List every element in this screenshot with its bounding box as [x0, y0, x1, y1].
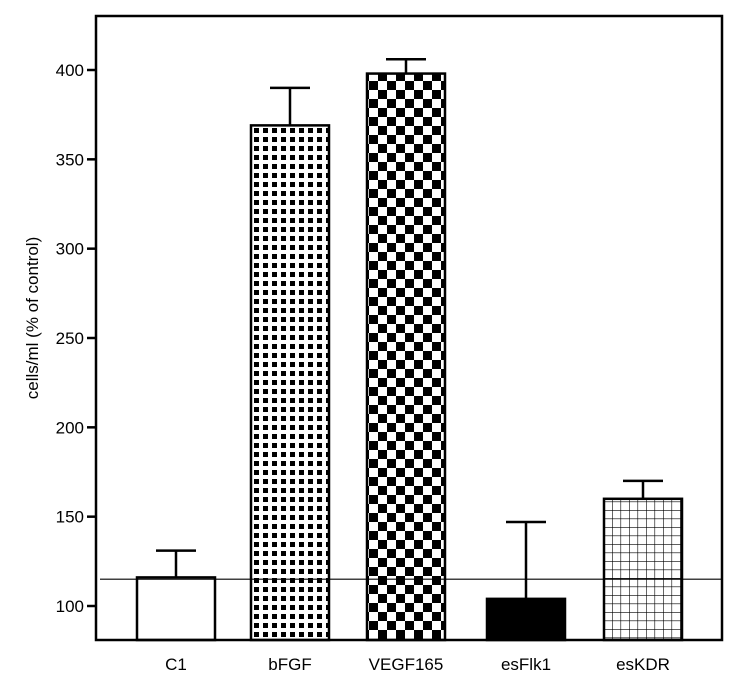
- category-label: bFGF: [268, 655, 311, 674]
- y-tick-label: 250: [56, 329, 84, 348]
- bar-rect: [485, 597, 567, 642]
- plot-frame: [94, 14, 724, 642]
- bar-bfgf: [249, 86, 331, 642]
- y-tick-label: 350: [56, 150, 84, 169]
- y-tick-label: 300: [56, 240, 84, 259]
- y-tick-label: 200: [56, 418, 84, 437]
- category-label: esFlk1: [501, 655, 551, 674]
- y-axis-label: cells/ml (% of control): [23, 237, 42, 399]
- plot-area: [94, 14, 724, 642]
- bar-c1: [135, 549, 217, 642]
- category-label: C1: [165, 655, 187, 674]
- category-label: VEGF165: [369, 655, 444, 674]
- bar-rect: [135, 576, 217, 642]
- bar-rect: [602, 497, 684, 642]
- y-tick-label: 400: [56, 61, 84, 80]
- category-label: esKDR: [616, 655, 670, 674]
- bar-rect: [365, 72, 447, 642]
- bar-esflk1: [485, 520, 567, 642]
- y-tick-label: 150: [56, 508, 84, 527]
- y-axis: 100 150 200 250 300 350 400: [56, 61, 96, 616]
- bar-eskdr: [602, 479, 684, 642]
- y-tick-label: 100: [56, 597, 84, 616]
- bar-rect: [249, 124, 331, 642]
- x-axis-labels: C1 bFGF VEGF165 esFlk1 esKDR: [165, 655, 670, 674]
- bar-vegf165: [365, 58, 447, 642]
